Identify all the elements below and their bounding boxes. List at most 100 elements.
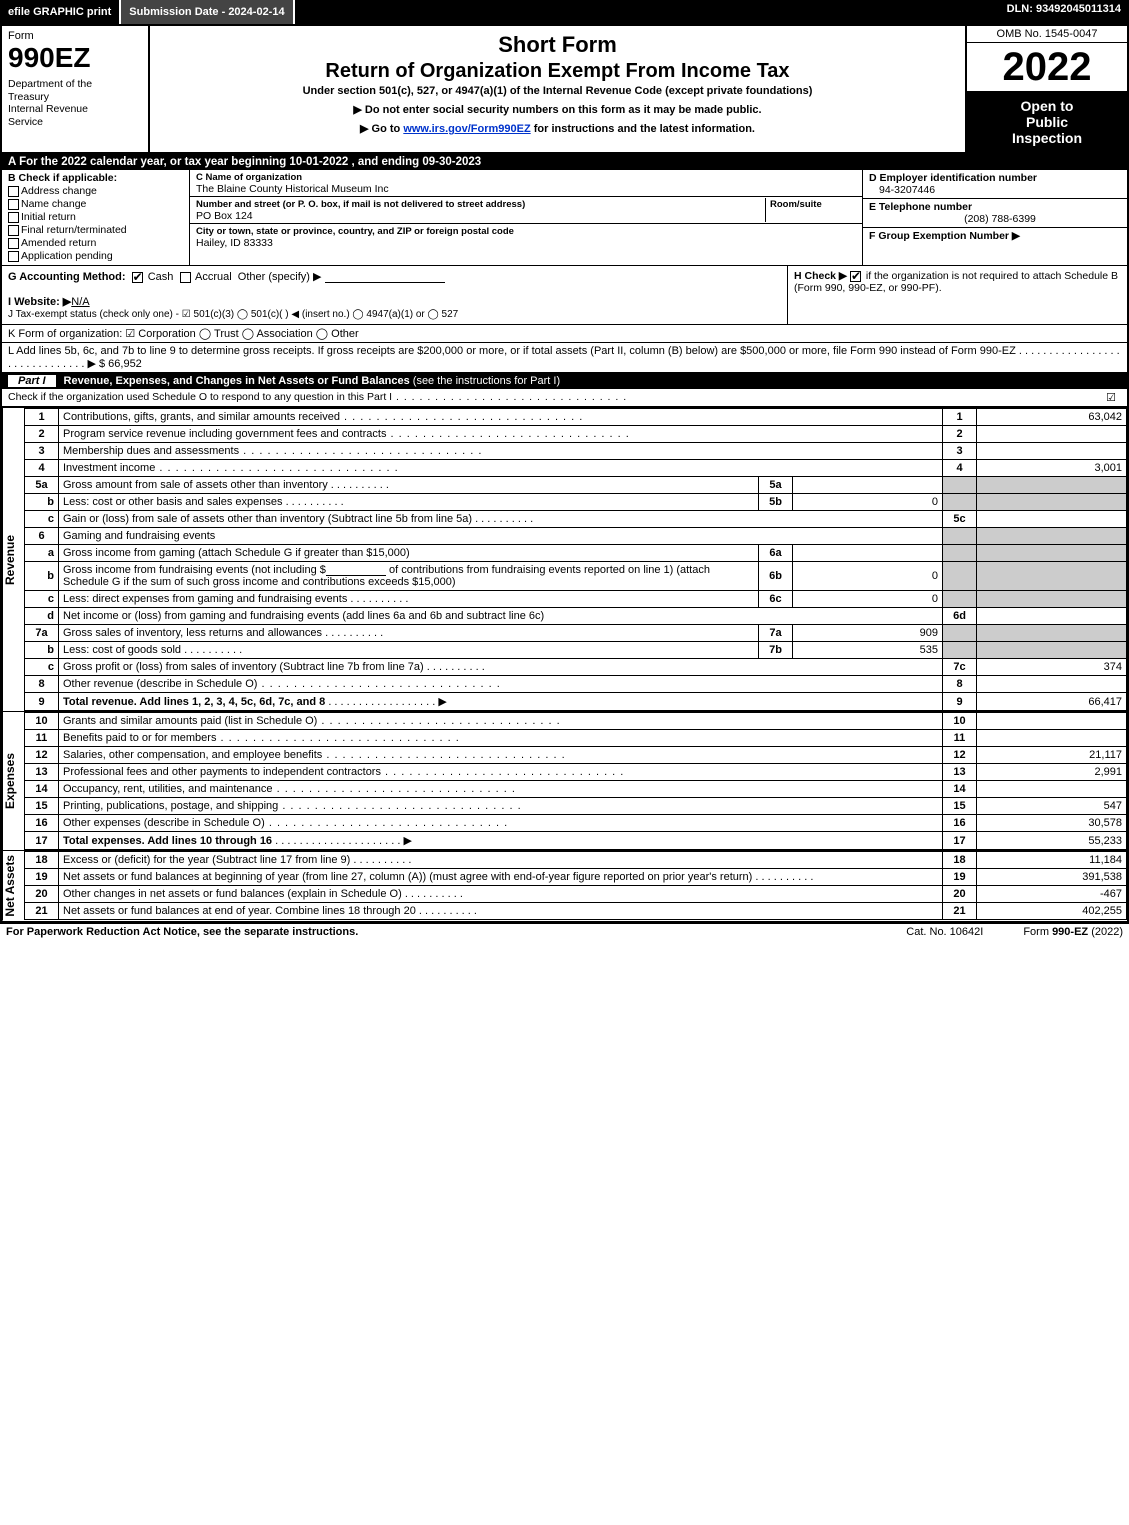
footer-left: For Paperwork Reduction Act Notice, see … [6,926,866,938]
cell-group-exemption: F Group Exemption Number ▶ [863,228,1127,244]
cell-street: Number and street (or P. O. box, if mail… [190,197,862,224]
footer-right: Form 990-EZ (2022) [1023,926,1123,938]
line-3: 3 Membership dues and assessments 3 [25,443,1127,460]
open-to-public: Open toPublicInspection [967,92,1127,152]
row-g: G Accounting Method: Cash Accrual Other … [2,266,787,324]
part-1-tag: Part I [8,375,56,387]
revenue-table: 1 Contributions, gifts, grants, and simi… [24,408,1127,711]
line-6: 6 Gaming and fundraising events [25,528,1127,545]
other-specify-blank[interactable] [325,271,445,283]
title-return: Return of Organization Exempt From Incom… [158,60,957,83]
arrow-line-1: ▶ Do not enter social security numbers o… [158,103,957,116]
form-header: Form 990EZ Department of theTreasuryInte… [2,26,1127,154]
efile-print-label[interactable]: efile GRAPHIC print [0,0,121,24]
cell-city: City or town, state or province, country… [190,224,862,250]
org-name-label: C Name of organization [196,172,302,183]
footer-center: Cat. No. 10642I [866,926,1023,938]
line-20: 20 Other changes in net assets or fund b… [25,886,1127,903]
topbar-spacer [295,0,999,24]
cell-phone: E Telephone number (208) 788-6399 [863,199,1127,228]
page-footer: For Paperwork Reduction Act Notice, see … [0,923,1129,940]
netassets-table: 18 Excess or (deficit) for the year (Sub… [24,851,1127,920]
line-8: 8 Other revenue (describe in Schedule O)… [25,676,1127,693]
expenses-table: 10 Grants and similar amounts paid (list… [24,712,1127,850]
check-application-pending[interactable]: Application pending [8,250,183,262]
line-6a: a Gross income from gaming (attach Sched… [25,545,1127,562]
line-11: 11 Benefits paid to or for members 11 [25,730,1127,747]
row-l: L Add lines 5b, 6c, and 7b to line 9 to … [2,343,1127,373]
part-1-header: Part I Revenue, Expenses, and Changes in… [2,373,1127,389]
phone-value: (208) 788-6399 [869,213,1121,225]
line-13: 13 Professional fees and other payments … [25,764,1127,781]
line-19: 19 Net assets or fund balances at beginn… [25,869,1127,886]
line-10: 10 Grants and similar amounts paid (list… [25,713,1127,730]
phone-label: E Telephone number [869,201,972,213]
dept-label: Department of theTreasuryInternal Revenu… [8,78,142,128]
check-final-return[interactable]: Final return/terminated [8,224,183,236]
expenses-vlabel: Expenses [2,712,24,850]
room-label: Room/suite [770,199,822,210]
line-6d: d Net income or (loss) from gaming and f… [25,608,1127,625]
header-center: Short Form Return of Organization Exempt… [150,26,967,152]
form-container: Form 990EZ Department of theTreasuryInte… [0,24,1129,923]
row-l-value: 66,952 [108,358,142,370]
check-address-change[interactable]: Address change [8,185,183,197]
revenue-vlabel: Revenue [2,408,24,711]
line-17: 17 Total expenses. Add lines 10 through … [25,832,1127,850]
street-value: PO Box 124 [196,210,253,222]
line-7c: c Gross profit or (loss) from sales of i… [25,659,1127,676]
line-5c: c Gain or (loss) from sale of assets oth… [25,511,1127,528]
line-16: 16 Other expenses (describe in Schedule … [25,815,1127,832]
line-6b-blank[interactable] [326,564,386,576]
line-4: 4 Investment income 4 3,001 [25,460,1127,477]
check-name-change[interactable]: Name change [8,198,183,210]
org-name-value: The Blaine County Historical Museum Inc [196,183,389,195]
top-bar: efile GRAPHIC print Submission Date - 20… [0,0,1129,24]
dln-label: DLN: 93492045011314 [999,0,1129,24]
line-2: 2 Program service revenue including gove… [25,426,1127,443]
check-accrual[interactable] [180,272,191,283]
row-k: K Form of organization: ☑ Corporation ◯ … [2,325,1127,343]
title-short-form: Short Form [158,32,957,58]
line-5a: 5a Gross amount from sale of assets othe… [25,477,1127,494]
group-exemption-label: F Group Exemption Number ▶ [869,230,1020,242]
check-amended-return[interactable]: Amended return [8,237,183,249]
omb-number: OMB No. 1545-0047 [967,26,1127,43]
line-6c: c Less: direct expenses from gaming and … [25,591,1127,608]
website-label: I Website: ▶ [8,296,71,308]
col-def: D Employer identification number 94-3207… [863,170,1127,265]
ein-label: D Employer identification number [869,172,1037,184]
line-12: 12 Salaries, other compensation, and emp… [25,747,1127,764]
check-schedule-b-not-required[interactable] [850,271,861,282]
check-cash[interactable] [132,272,143,283]
accounting-label: G Accounting Method: [8,271,126,283]
arrow-line-2: ▶ Go to www.irs.gov/Form990EZ for instru… [158,122,957,135]
row-a: A For the 2022 calendar year, or tax yea… [2,154,1127,170]
row-h: H Check ▶ if the organization is not req… [787,266,1127,324]
netassets-section: Net Assets 18 Excess or (deficit) for th… [2,850,1127,921]
ein-value: 94-3207446 [869,184,935,196]
col-c: C Name of organization The Blaine County… [190,170,863,265]
line-1: 1 Contributions, gifts, grants, and simi… [25,409,1127,426]
expenses-section: Expenses 10 Grants and similar amounts p… [2,711,1127,850]
header-right: OMB No. 1545-0047 2022 Open toPublicInsp… [967,26,1127,152]
tax-year: 2022 [967,43,1127,92]
check-initial-return[interactable]: Initial return [8,211,183,223]
line-15: 15 Printing, publications, postage, and … [25,798,1127,815]
schedule-o-checkbox[interactable]: ☑ [1101,391,1121,404]
arrow2-post: for instructions and the latest informat… [531,123,755,135]
section-b-c-def: B Check if applicable: Address change Na… [2,170,1127,266]
form-word: Form [8,30,142,42]
irs-link[interactable]: www.irs.gov/Form990EZ [403,123,530,135]
part-1-schedule-o-check: Check if the organization used Schedule … [2,389,1127,407]
netassets-vlabel: Net Assets [2,851,24,921]
revenue-section: Revenue 1 Contributions, gifts, grants, … [2,407,1127,711]
form-number: 990EZ [8,44,142,72]
row-g-h: G Accounting Method: Cash Accrual Other … [2,266,1127,325]
line-9: 9 Total revenue. Add lines 1, 2, 3, 4, 5… [25,693,1127,711]
cell-org-name: C Name of organization The Blaine County… [190,170,862,197]
line-14: 14 Occupancy, rent, utilities, and maint… [25,781,1127,798]
street-label: Number and street (or P. O. box, if mail… [196,199,525,210]
city-label: City or town, state or province, country… [196,226,514,237]
col-b-header: B Check if applicable: [8,172,117,184]
